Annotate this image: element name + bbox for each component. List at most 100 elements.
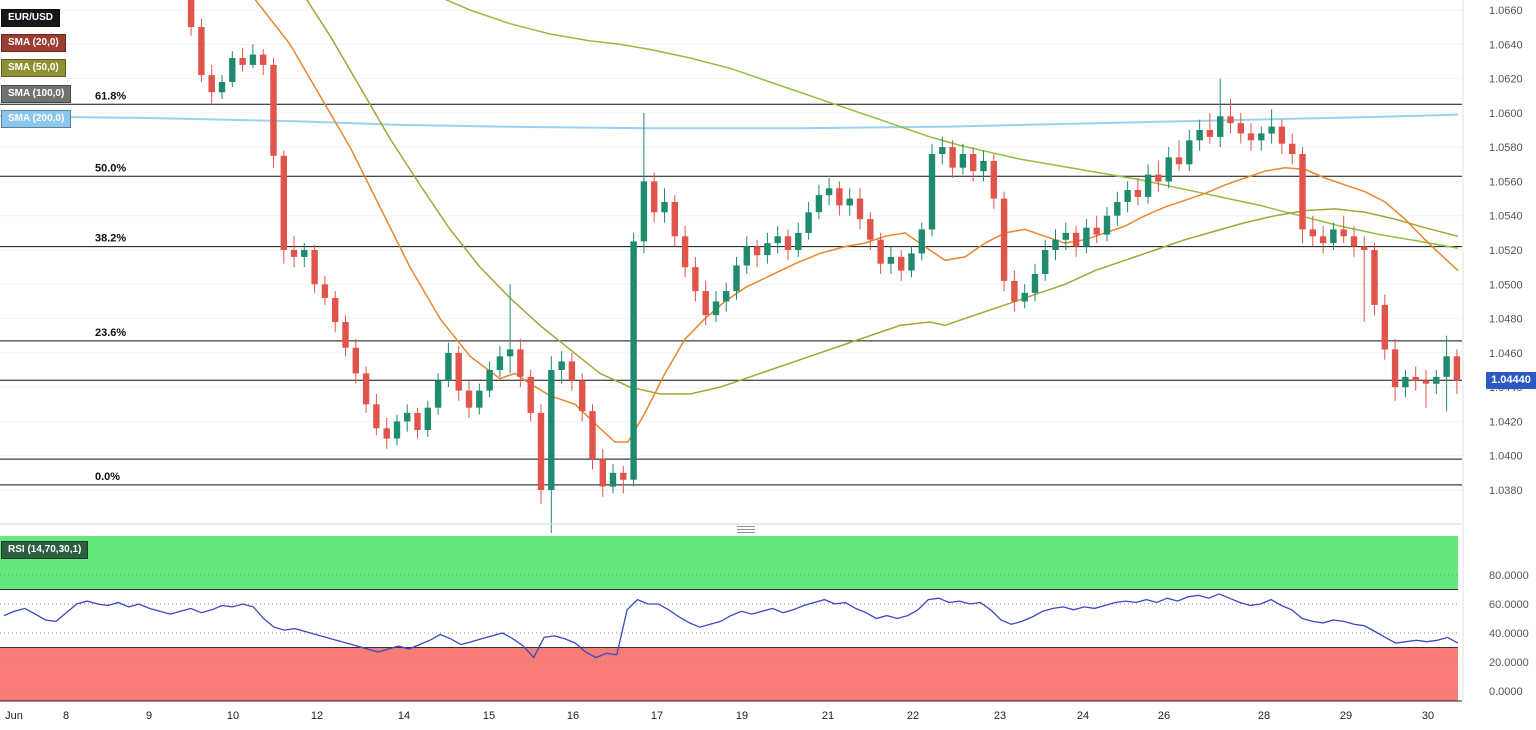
sma50-legend-badge[interactable]: SMA (50,0)	[1, 59, 66, 77]
candle-body	[692, 267, 699, 292]
price-axis-label: 1.0640	[1489, 39, 1523, 51]
rsi-legend-badge[interactable]: RSI (14,70,30,1)	[1, 541, 89, 559]
candle-body	[743, 246, 750, 266]
candle-body	[1289, 143, 1296, 154]
fib-level-label: 50.0%	[95, 162, 126, 174]
fib-level-label: 23.6%	[95, 327, 126, 339]
candle-body	[568, 361, 576, 381]
candle-body	[774, 236, 781, 244]
candle-body	[280, 155, 287, 250]
candle-body	[1237, 123, 1244, 134]
price-axis-label: 1.0560	[1489, 176, 1523, 188]
price-axis-label: 1.0380	[1489, 485, 1523, 497]
panel-resize-handle[interactable]	[735, 525, 757, 534]
price-axis-label: 1.0580	[1489, 142, 1523, 154]
time-axis-label: 22	[907, 710, 919, 722]
candle-body	[959, 154, 967, 168]
candle-body	[784, 236, 792, 250]
candle-body	[1031, 274, 1039, 293]
candle-body	[476, 390, 483, 408]
price-axis-label: 1.0620	[1489, 74, 1523, 86]
grip-line	[737, 529, 755, 530]
sma-50-line	[305, 0, 1459, 395]
price-axis-label: 1.0400	[1489, 451, 1523, 463]
candle-body	[877, 239, 884, 264]
candle-body	[764, 243, 771, 256]
candle-body	[1340, 229, 1347, 237]
candle-body	[651, 181, 658, 213]
rsi-axis-label: 40.0000	[1489, 628, 1529, 640]
price-axis-label: 1.0500	[1489, 279, 1523, 291]
price-axis-label: 1.0600	[1489, 108, 1523, 120]
candle-body	[198, 27, 205, 76]
candle-body	[712, 301, 720, 316]
rsi-axis-label: 20.0000	[1489, 657, 1529, 669]
candle-body	[393, 421, 401, 439]
candle-body	[795, 232, 802, 250]
price-axis-label: 1.0660	[1489, 5, 1523, 17]
time-axis-label: 16	[567, 710, 579, 722]
candle-body	[856, 198, 864, 220]
candle-body	[1186, 140, 1193, 165]
price-axis-label: 1.0420	[1489, 416, 1523, 428]
candle-body	[846, 198, 853, 206]
candle-body	[980, 160, 987, 172]
candle-body	[1052, 239, 1059, 250]
time-axis-label: 15	[483, 710, 495, 722]
candle-body	[815, 195, 823, 213]
candle-body	[1042, 250, 1049, 274]
candle-body	[1227, 116, 1234, 124]
candle-body	[589, 411, 596, 460]
candle-body	[1196, 130, 1203, 141]
candle-body	[1433, 376, 1440, 384]
candle-body	[1309, 229, 1316, 237]
candle-body	[270, 64, 277, 156]
candle-body	[1083, 227, 1090, 247]
candle-body	[918, 229, 925, 254]
grip-line	[737, 532, 755, 533]
candle-body	[404, 412, 411, 422]
candle-body	[1021, 292, 1028, 302]
fib-level-label: 38.2%	[95, 233, 126, 245]
candle-body	[1011, 280, 1018, 302]
rsi-axis-label: 0.0000	[1489, 686, 1523, 698]
candle-body	[1412, 376, 1419, 381]
candle-body	[249, 54, 257, 65]
candle-body	[1155, 174, 1162, 182]
rsi-axis-label: 60.0000	[1489, 599, 1529, 611]
rsi-oversold-zone	[0, 647, 1458, 701]
candle-body	[414, 412, 421, 430]
candle-body	[445, 352, 452, 381]
sma100-legend-badge[interactable]: SMA (100,0)	[1, 85, 72, 103]
candle-body	[383, 428, 390, 439]
candle-body	[702, 291, 709, 316]
candle-body	[939, 147, 946, 154]
symbol-badge[interactable]: EUR/USD	[1, 9, 61, 27]
sma-100-line	[444, 0, 1459, 250]
time-axis-label: 30	[1422, 710, 1434, 722]
sma20-legend-badge[interactable]: SMA (20,0)	[1, 34, 66, 52]
candle-body	[527, 376, 534, 413]
candle-body	[548, 370, 555, 490]
sma200-legend-badge[interactable]: SMA (200,0)	[1, 110, 72, 128]
candle-body	[1093, 227, 1100, 235]
candle-body	[887, 256, 895, 264]
time-axis-label: 29	[1340, 710, 1352, 722]
candle-body	[1206, 130, 1214, 137]
price-axis-label: 1.0480	[1489, 314, 1523, 326]
candle-body	[301, 250, 308, 257]
rsi-line	[3, 593, 1459, 659]
time-axis-label: 21	[822, 710, 834, 722]
time-axis-label: 17	[651, 710, 663, 722]
rsi-overbought-zone	[0, 536, 1458, 590]
candle-body	[260, 54, 267, 65]
candle-body	[640, 181, 648, 242]
time-axis-label: 23	[994, 710, 1006, 722]
candle-body	[1422, 380, 1430, 384]
candle-body	[1144, 174, 1152, 197]
candle-body	[352, 347, 359, 374]
candle-body	[486, 370, 493, 391]
candle-body	[465, 390, 473, 408]
